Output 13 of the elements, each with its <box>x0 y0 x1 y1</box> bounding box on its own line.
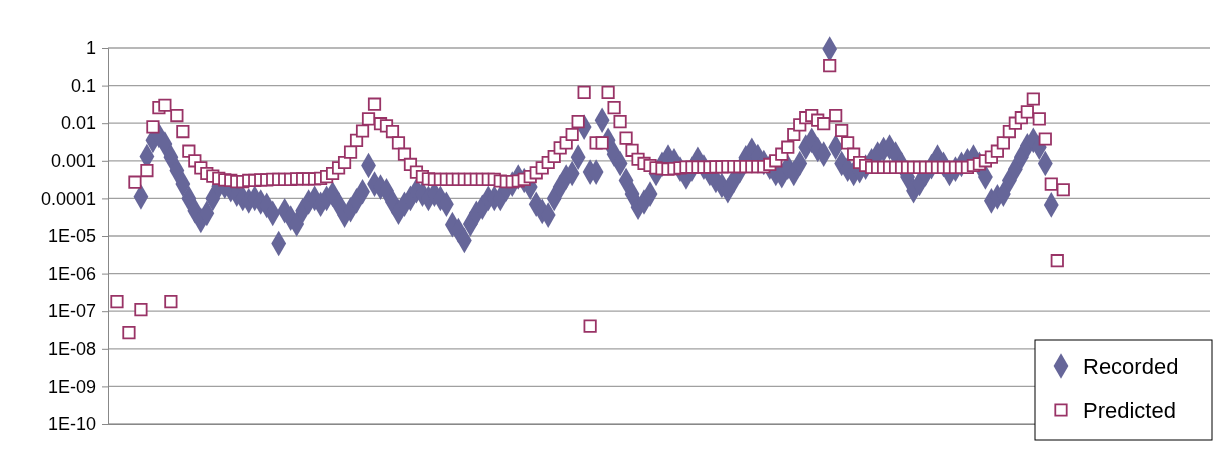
y-tick-label: 0.01 <box>60 113 96 134</box>
legend-label: Recorded <box>1083 353 1179 379</box>
y-tick-label: 0.0001 <box>40 188 96 209</box>
y-tick-label: 1 <box>85 38 96 59</box>
y-tick-label: 1E-09 <box>47 376 96 397</box>
legend-label: Predicted <box>1083 397 1176 423</box>
y-tick-label: 0.001 <box>50 151 96 172</box>
y-tick-label: 1E-08 <box>47 339 96 360</box>
y-tick-label: 1E-10 <box>47 414 96 435</box>
y-tick-label: 0.1 <box>70 75 96 96</box>
y-tick-label: 1E-07 <box>47 301 96 322</box>
y-tick-label: 1E-06 <box>47 263 96 284</box>
y-tick-label: 1E-05 <box>47 226 96 247</box>
